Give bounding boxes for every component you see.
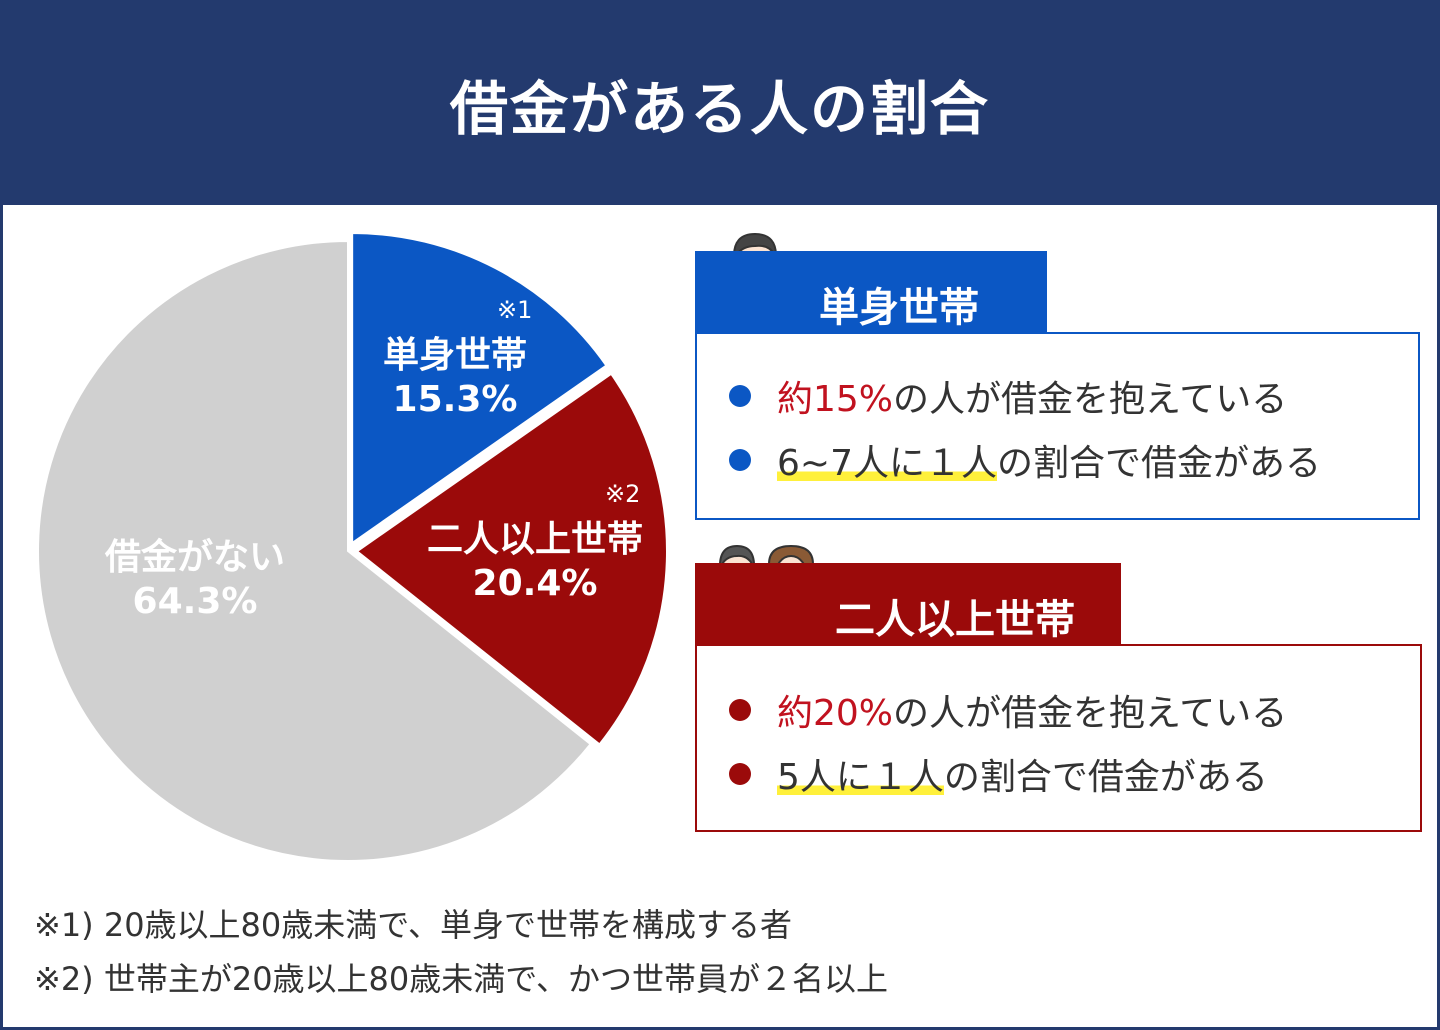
multi-line-2: 5人に１人 の割合で借金がある — [729, 748, 1268, 800]
multi-slice-name: 二人以上世帯 — [426, 519, 643, 560]
bullet-dot-icon — [729, 763, 751, 785]
multi-panel: 約20% の人が借金を抱えている 5人に１人 の割合で借金がある — [695, 644, 1422, 832]
bullet-dot-icon — [729, 699, 751, 721]
single-slice-name: 単身世帯 — [382, 335, 527, 376]
multi-tab-label: 二人以上世帯 — [835, 597, 1075, 643]
none-slice-name: 借金がない — [104, 537, 285, 578]
bullet-dot-icon — [729, 385, 751, 407]
multi-line-2-text: の割合で借金がある — [943, 757, 1268, 798]
multi-tab: 二人以上世帯 — [695, 563, 1121, 646]
bullet-dot-icon — [729, 449, 751, 471]
single-accent-text: 約15% — [777, 379, 894, 420]
pie-slice-2 — [37, 239, 592, 862]
multi-accent-text: 約20% — [777, 693, 894, 734]
pie-slice-0 — [351, 232, 608, 545]
single-line-1-text: の人が借金を抱えている — [893, 379, 1288, 420]
single-line-1: 約15% の人が借金を抱えている — [729, 370, 1287, 422]
single-note-label: ※1 — [497, 296, 533, 324]
page-title: 借金がある人の割合 — [449, 75, 990, 143]
single-highlight-text: 6~7人に１人 — [777, 434, 997, 486]
none-slice-value: 64.3% — [132, 581, 258, 622]
header-bar: 借金がある人の割合 — [0, 0, 1440, 205]
multi-slice-value: 20.4% — [472, 563, 598, 604]
footnote-2: ※2) 世帯主が20歳以上80歳未満で、かつ世帯員が２名以上 — [34, 960, 888, 998]
pie-chart — [37, 232, 668, 862]
multi-highlight-text: 5人に１人 — [777, 748, 944, 800]
single-panel: 約15% の人が借金を抱えている 6~7人に１人 の割合で借金がある — [695, 332, 1420, 520]
footnote-1: ※1) 20歳以上80歳未満で、単身で世帯を構成する者 — [34, 906, 792, 944]
single-tab-label: 単身世帯 — [819, 285, 979, 331]
single-slice-label: 単身世帯 15.3% — [360, 334, 550, 422]
multi-line-1: 約20% の人が借金を抱えている — [729, 684, 1287, 736]
multi-note-label: ※2 — [605, 480, 641, 508]
single-slice-value: 15.3% — [392, 379, 518, 420]
multi-line-1-text: の人が借金を抱えている — [893, 693, 1288, 734]
pie-slice-1 — [355, 372, 668, 746]
none-slice-label: 借金がない 64.3% — [90, 536, 300, 624]
single-line-2-text: の割合で借金がある — [996, 443, 1321, 484]
single-tab: 単身世帯 — [695, 251, 1047, 334]
single-line-2: 6~7人に１人 の割合で借金がある — [729, 434, 1321, 486]
multi-slice-label: 二人以上世帯 20.4% — [410, 518, 660, 606]
